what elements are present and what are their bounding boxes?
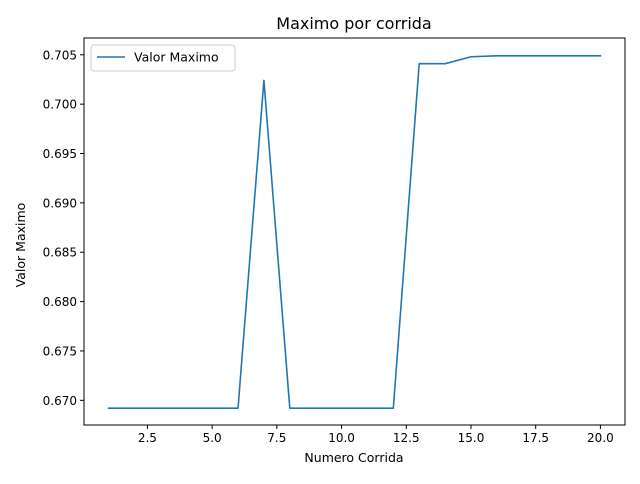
- x-tick-label: 7.5: [267, 431, 286, 445]
- series-line: [107, 54, 602, 410]
- x-tick-label: 10.0: [328, 431, 355, 445]
- y-tick-label: 0.680: [43, 295, 77, 309]
- y-tick-label: 0.685: [43, 246, 77, 260]
- x-tick-label: 5.0: [203, 431, 222, 445]
- legend: Valor Maximo: [90, 44, 236, 72]
- x-tick-label: 15.0: [458, 431, 485, 445]
- chart-title: Maximo por corrida: [276, 14, 431, 33]
- y-tick-label: 0.675: [43, 344, 77, 358]
- y-tick-label: 0.695: [43, 147, 77, 161]
- y-axis-label: Valor Maximo: [13, 203, 28, 288]
- x-axis-label: Numero Corrida: [304, 450, 403, 465]
- x-axis-ticks: 2.5 5.0 7.5 10.0 12.5 15.0 17.5 20.0: [138, 425, 614, 445]
- legend-box: [90, 44, 236, 72]
- y-tick-label: 0.670: [43, 394, 77, 408]
- y-tick-label: 0.705: [43, 48, 77, 62]
- legend-label: Valor Maximo: [134, 50, 219, 65]
- x-tick-label: 20.0: [587, 431, 614, 445]
- x-tick-label: 17.5: [522, 431, 549, 445]
- y-axis-ticks: 0.670 0.675 0.680 0.685 0.690 0.695 0.700 0.705: [43, 48, 84, 408]
- x-tick-label: 2.5: [138, 431, 157, 445]
- y-tick-label: 0.700: [43, 98, 77, 112]
- plot-frame: [83, 37, 626, 426]
- series-layer: [107, 54, 602, 410]
- x-tick-label: 12.5: [393, 431, 420, 445]
- y-tick-label: 0.690: [43, 196, 77, 210]
